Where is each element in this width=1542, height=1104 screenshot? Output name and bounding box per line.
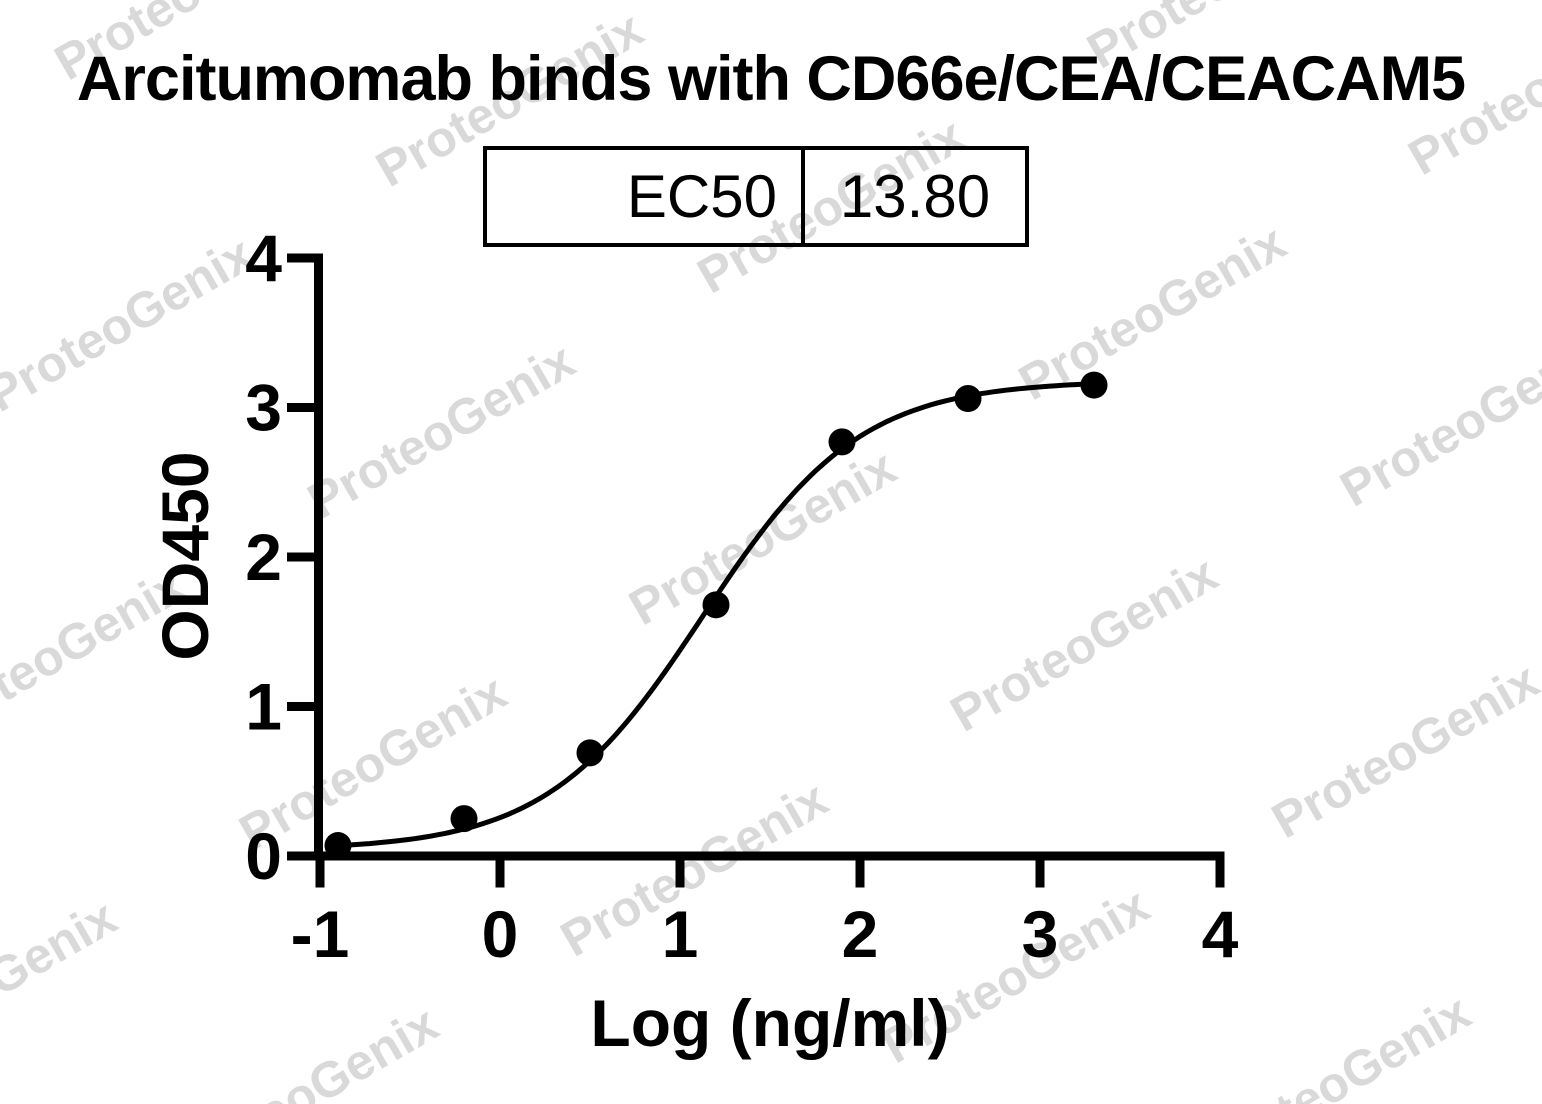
data-point (954, 385, 982, 413)
x-tick-label: 0 (482, 897, 519, 971)
x-tick-label: 4 (1202, 897, 1239, 971)
x-tick-label: 1 (662, 897, 699, 971)
ec50-label-cell: EC50 (487, 150, 805, 243)
ec50-table: EC50 13.80 (483, 146, 1029, 247)
y-tick-label: 4 (245, 221, 282, 295)
y-tick-label: 2 (245, 520, 282, 594)
y-tick-label: 1 (245, 670, 282, 744)
x-axis-title: Log (ng/ml) (590, 986, 950, 1060)
data-point (828, 428, 856, 456)
data-point (1080, 371, 1108, 399)
ec50-value-cell: 13.80 (839, 162, 991, 230)
chart-title: Arcitumomab binds with CD66e/CEA/CEACAM5 (76, 44, 1466, 114)
data-point (576, 739, 604, 767)
data-point (702, 591, 730, 619)
data-point (324, 832, 352, 860)
y-tick-label: 3 (245, 371, 282, 445)
x-tick-label: 2 (842, 897, 879, 971)
x-tick-label: 3 (1022, 897, 1059, 971)
y-axis-title: OD450 (148, 451, 222, 661)
y-tick-label: 0 (245, 819, 282, 893)
x-tick-label: -1 (291, 897, 350, 971)
data-point (450, 805, 478, 833)
